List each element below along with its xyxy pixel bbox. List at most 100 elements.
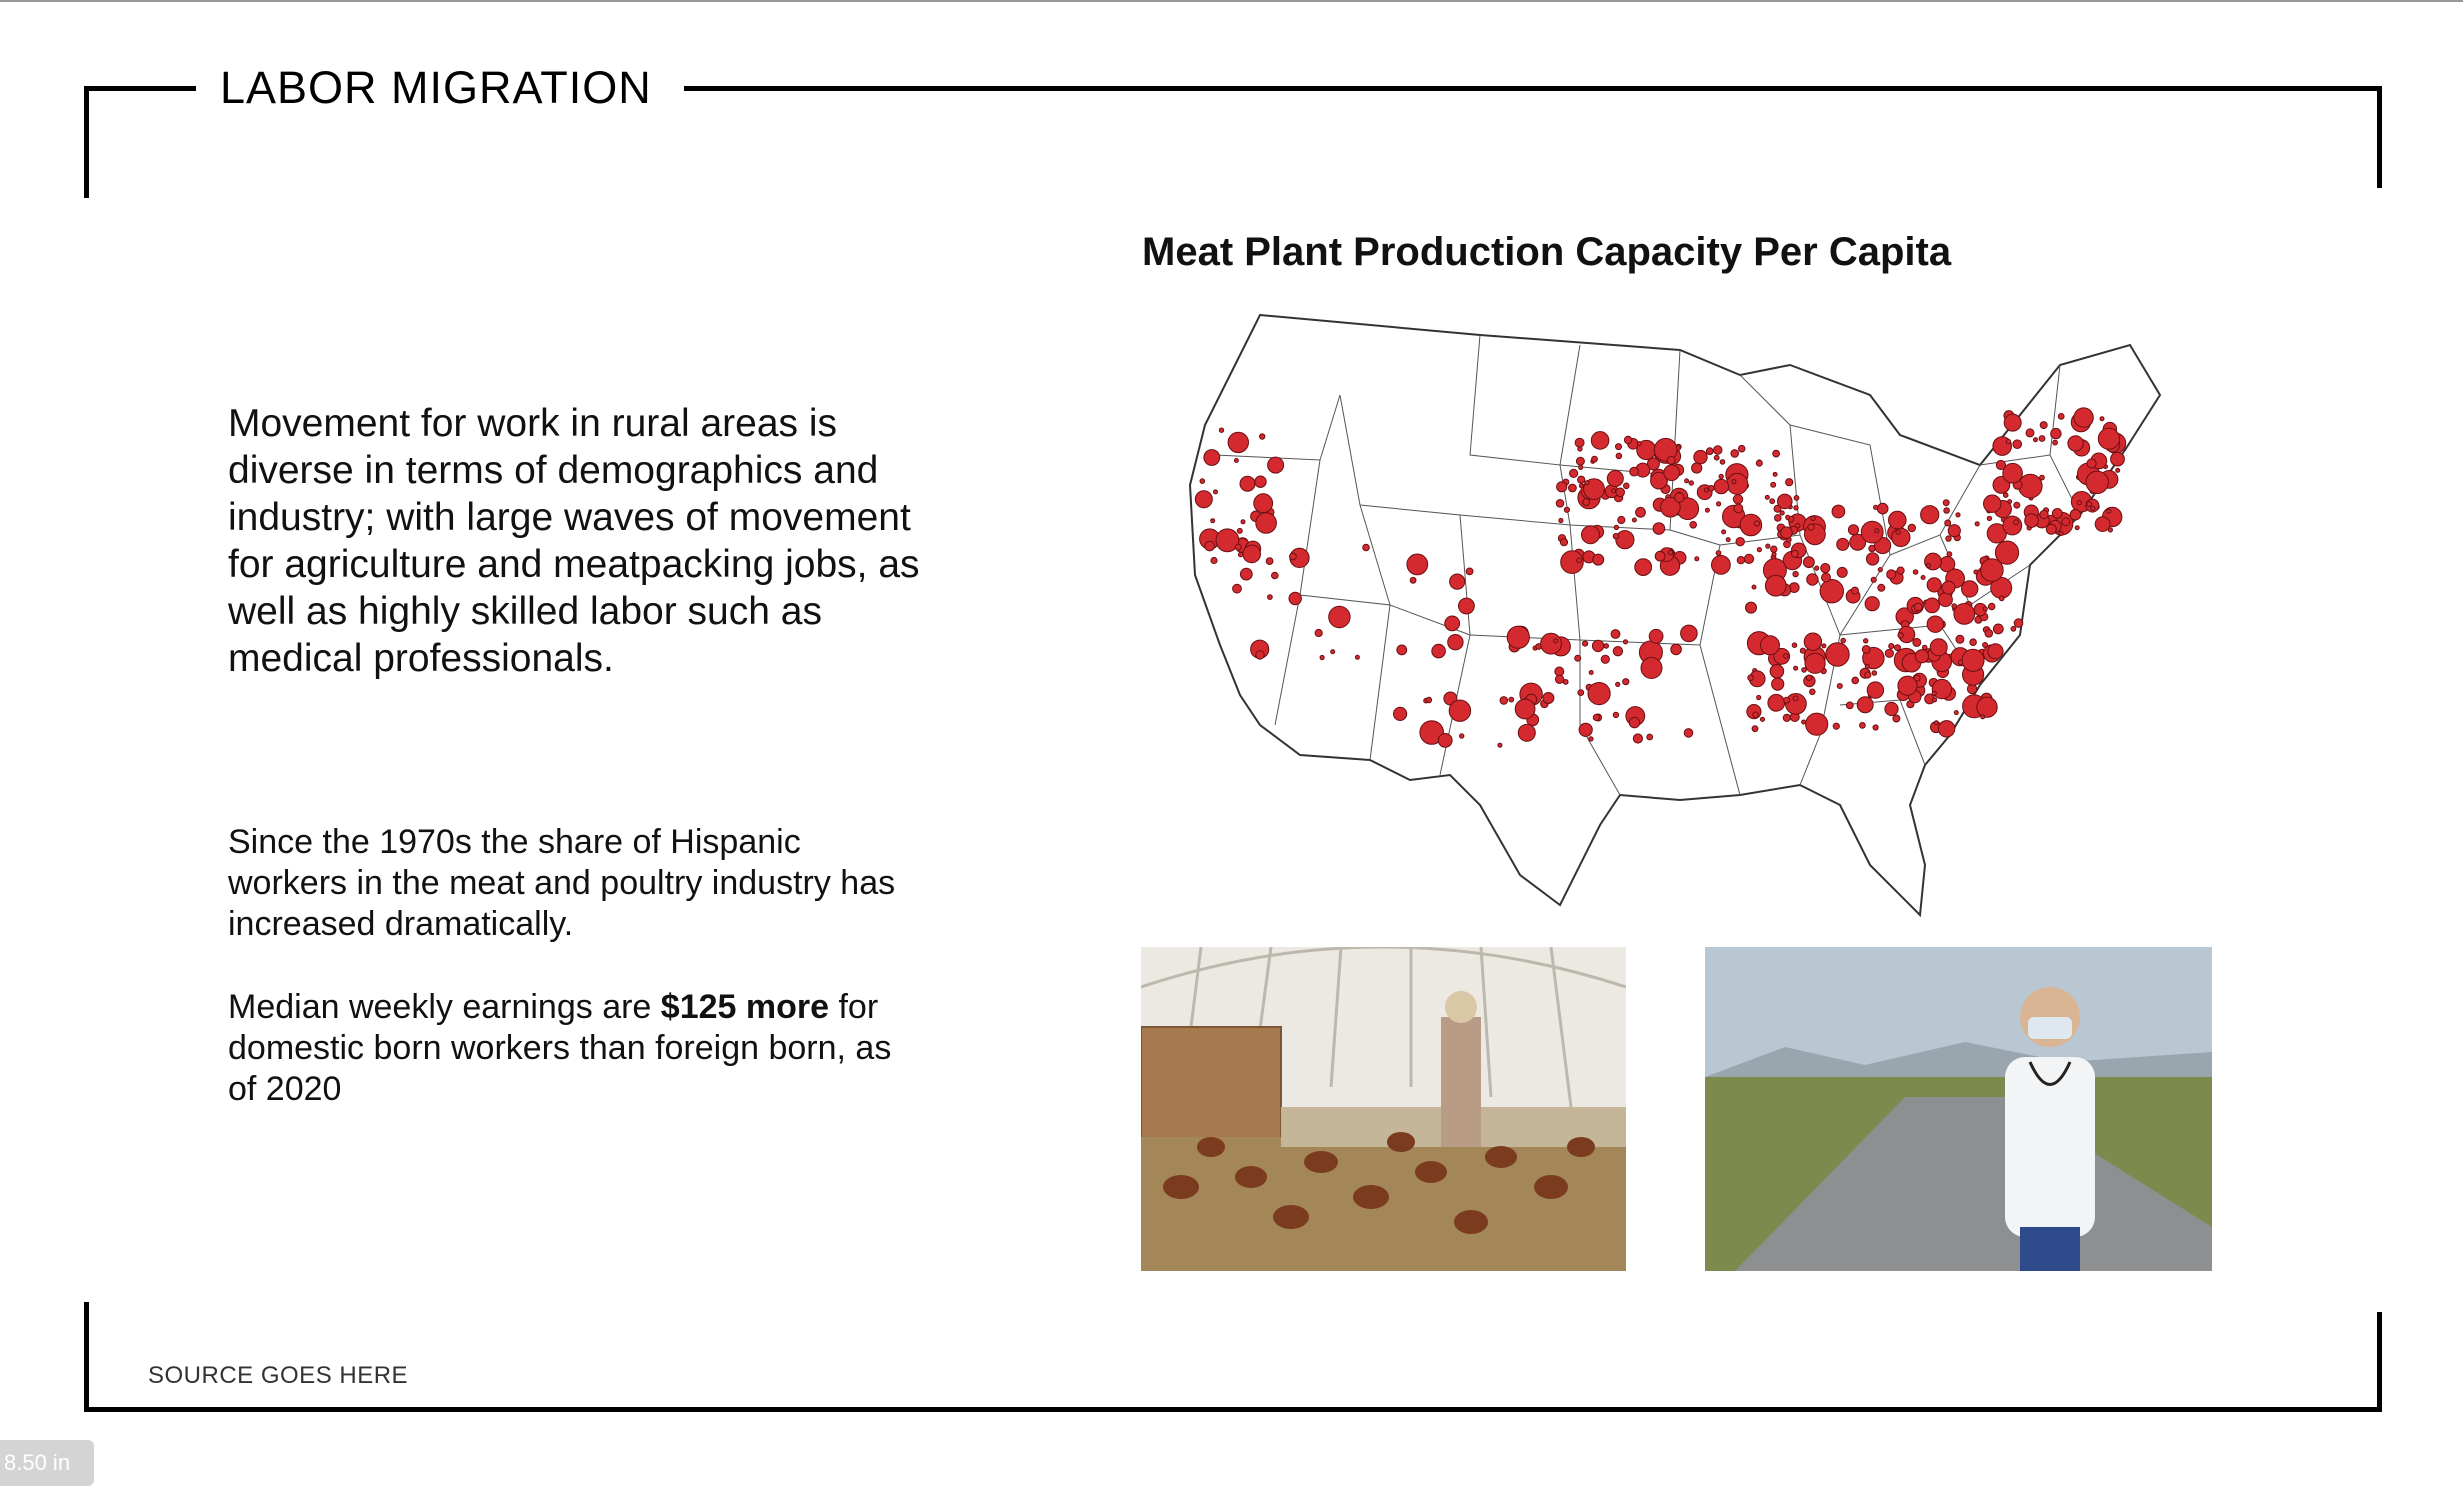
plant-marker: [1957, 659, 1964, 666]
plant-marker: [1577, 446, 1583, 452]
plant-marker: [2106, 508, 2112, 514]
plant-marker: [1694, 556, 1700, 562]
plant-marker: [1792, 570, 1799, 578]
plant-marker: [1726, 472, 1749, 495]
us-meat-plant-map: [1180, 305, 2190, 925]
plant-marker: [1234, 543, 1242, 551]
plant-marker: [1615, 452, 1623, 460]
plant-marker: [1447, 634, 1464, 651]
plant-marker: [1506, 625, 1530, 649]
frame-left-upper-edge: [84, 86, 89, 198]
plant-marker: [1555, 499, 1565, 508]
plant-marker: [1751, 584, 1757, 590]
plant-marker: [1733, 503, 1744, 514]
plant-marker: [1554, 674, 1565, 684]
plant-marker: [1785, 693, 1807, 715]
plant-marker: [2099, 416, 2105, 422]
plant-marker: [1612, 646, 1624, 657]
frame-left-lower-edge: [84, 1302, 89, 1412]
plant-marker: [1688, 480, 1694, 486]
plant-marker: [1831, 504, 1846, 519]
lead-paragraph: Movement for work in rural areas is dive…: [228, 402, 920, 680]
plant-marker: [1892, 714, 1901, 723]
plant-marker: [1769, 498, 1776, 505]
plant-marker: [1615, 443, 1622, 451]
plant-marker: [1458, 597, 1475, 615]
plant-marker: [1587, 682, 1611, 706]
plant-marker: [1362, 543, 1370, 552]
plant-marker: [1951, 603, 1958, 609]
plant-marker: [1772, 471, 1778, 477]
plant-marker: [1577, 689, 1585, 697]
plant-marker: [1713, 454, 1720, 461]
plant-marker: [1563, 506, 1570, 513]
plant-marker: [2039, 509, 2049, 520]
plant-marker: [1588, 670, 1594, 675]
plant-marker: [1897, 632, 1904, 639]
plant-marker: [1759, 716, 1766, 722]
plant-marker: [1592, 553, 1605, 566]
plant-marker: [2003, 413, 2022, 432]
frame-right-lower-edge: [2377, 1312, 2382, 1412]
plant-marker: [1804, 652, 1826, 674]
plant-marker: [1745, 601, 1757, 614]
plant-marker: [1265, 557, 1274, 566]
plant-marker: [1876, 502, 1889, 515]
plant-marker: [1938, 592, 1953, 608]
plant-marker: [1715, 550, 1722, 556]
plant-marker: [1558, 517, 1564, 524]
plant-marker: [1289, 552, 1297, 561]
plant-marker: [1612, 533, 1620, 540]
plant-marker: [1406, 553, 1429, 576]
plant-marker: [2050, 427, 2062, 440]
plant-marker: [1459, 733, 1465, 739]
plant-marker: [1983, 494, 2002, 513]
plant-marker: [1611, 488, 1617, 494]
plant-marker: [1782, 713, 1791, 722]
plant-marker: [1805, 712, 1829, 736]
plant-marker: [2074, 525, 2080, 531]
plant-marker: [1864, 663, 1870, 669]
plant-marker: [1732, 494, 1744, 505]
plant-marker: [1575, 456, 1585, 466]
plant-marker: [1773, 504, 1782, 513]
plant-marker: [1663, 464, 1680, 481]
plant-marker: [1946, 551, 1953, 558]
plant-marker: [2013, 501, 2021, 509]
plant-marker: [1872, 724, 1879, 731]
plant-marker: [2086, 501, 2092, 508]
plant-marker: [2051, 508, 2063, 519]
plant-marker: [1840, 637, 1847, 644]
plant-marker: [1240, 519, 1246, 525]
plant-marker: [2024, 513, 2039, 528]
plant-marker: [2085, 470, 2109, 495]
plant-marker: [1444, 615, 1461, 632]
plant-marker: [1239, 567, 1253, 581]
plant-marker: [1705, 447, 1714, 456]
plant-marker: [1640, 657, 1663, 679]
plant-marker: [1721, 529, 1727, 535]
plant-marker: [1622, 678, 1630, 686]
plant-marker: [1912, 569, 1919, 575]
plant-marker: [1984, 629, 1994, 638]
plant-marker: [1769, 664, 1785, 679]
frame-top-right-segment: [684, 86, 2382, 91]
plant-marker: [2057, 413, 2065, 420]
plant-marker: [1393, 706, 1408, 721]
plant-marker: [1560, 550, 1584, 574]
plant-marker: [1845, 701, 1854, 710]
plant-marker: [1850, 586, 1859, 595]
plant-marker: [1215, 528, 1240, 553]
plant-marker: [1448, 699, 1472, 722]
chicken-farm-photo: [1141, 947, 1626, 1271]
plant-marker: [2002, 515, 2023, 536]
plant-marker: [1713, 445, 1723, 455]
plant-marker: [1646, 733, 1654, 741]
plant-marker: [1864, 596, 1880, 612]
plant-marker: [2010, 625, 2017, 632]
plant-marker: [1752, 711, 1759, 719]
plant-marker: [1592, 713, 1600, 721]
page-size-badge[interactable]: 8.50 in: [0, 1440, 94, 1486]
doctor-pants: [2020, 1227, 2080, 1271]
plant-marker: [1239, 475, 1256, 492]
